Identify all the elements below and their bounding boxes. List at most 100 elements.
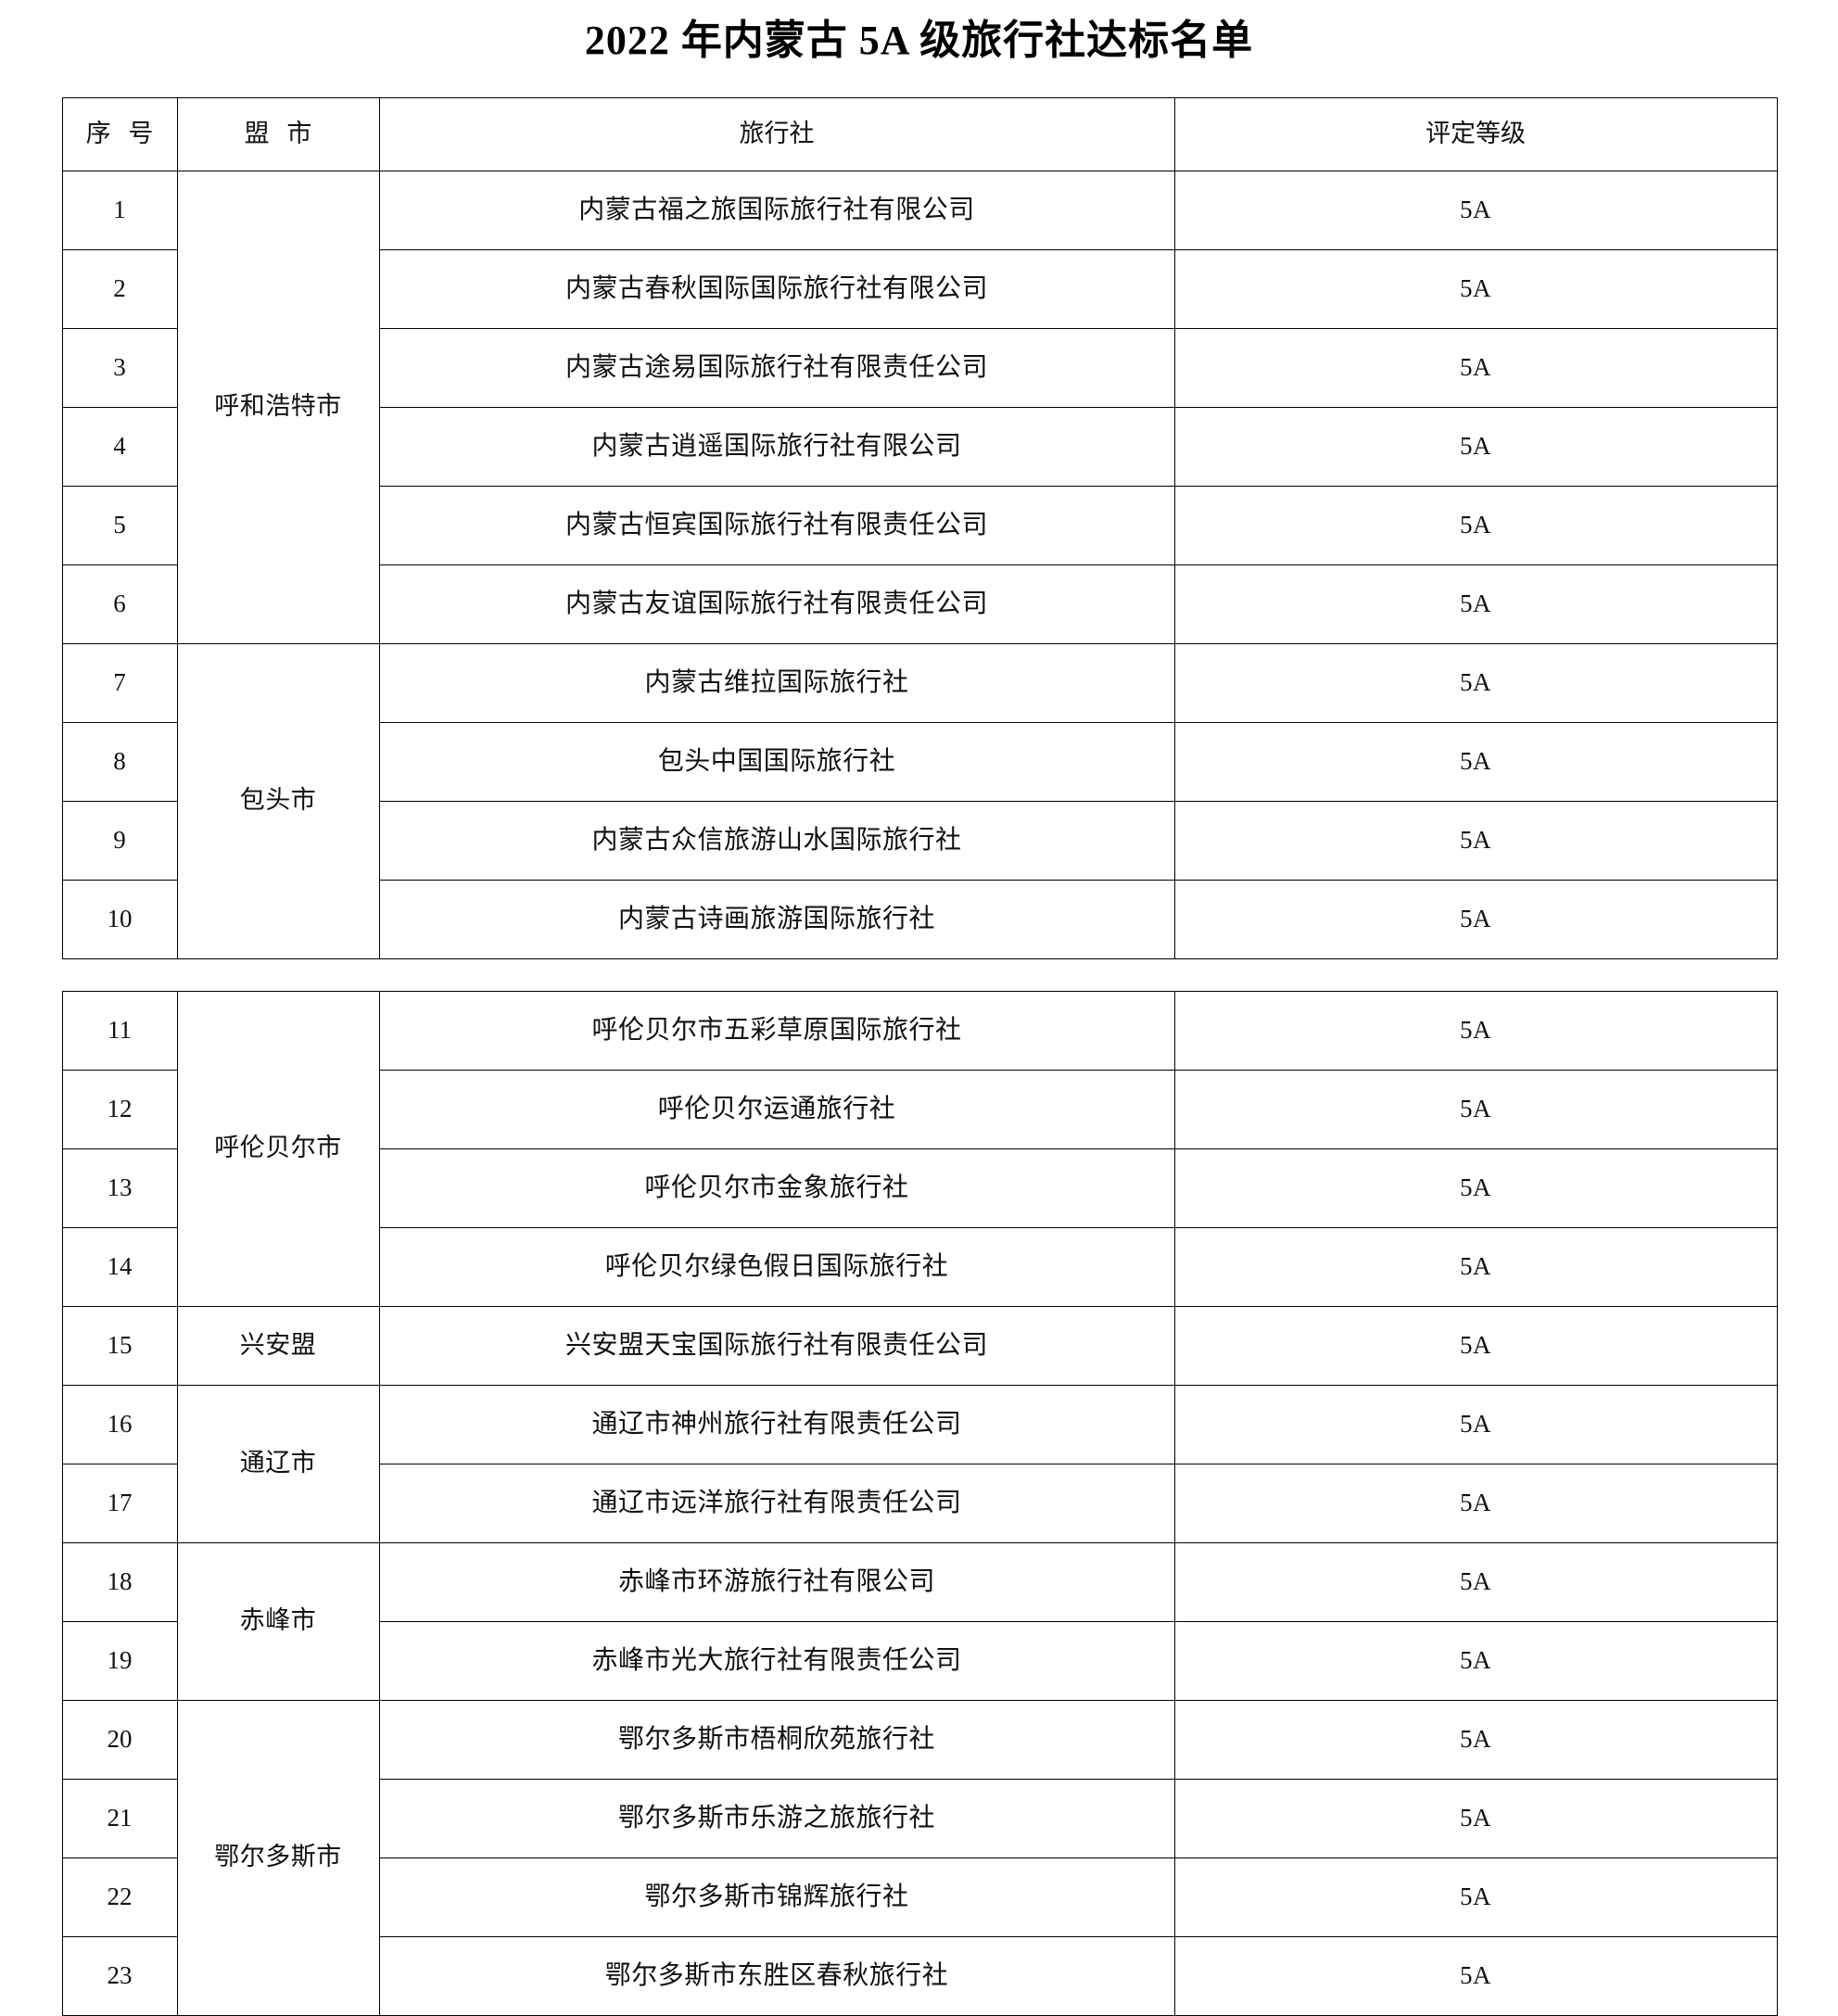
column-header-city: 盟 市 <box>176 96 380 171</box>
table-row: 20 鄂尔多斯市 鄂尔多斯市梧桐欣苑旅行社 5A <box>61 1699 1778 2016</box>
tables-container: 序 号盟 市旅行社 评定等级 1 呼和浩特市 内蒙古福之旅国际旅行社有限公司 5A 2 内蒙古… <box>0 96 1838 2016</box>
table-row: 14 呼伦贝尔绿色假日国际旅行社 5A <box>61 1226 1778 1307</box>
cell-grade: 5A <box>1173 485 1778 565</box>
cell-sequence-number: 12 <box>61 1069 178 1149</box>
cell-agency-name: 包头中国国际旅行社 <box>378 721 1175 802</box>
cell-agency-name: 内蒙古诗画旅游国际旅行社 <box>378 879 1175 959</box>
cell-agency-name: 通辽市神州旅行社有限责任公司 <box>378 1384 1175 1464</box>
cell-sequence-number: 7 <box>61 642 178 723</box>
table-row: 8 包头中国国际旅行社 5A <box>61 721 1778 802</box>
cell-sequence-number: 17 <box>61 1463 178 1543</box>
cell-sequence-number: 15 <box>61 1305 178 1386</box>
column-header-seq: 序 号 <box>61 96 178 171</box>
table-row: 11 呼伦贝尔市 呼伦贝尔市五彩草原国际旅行社 5A <box>61 990 1778 1307</box>
cell-sequence-number: 11 <box>61 990 178 1071</box>
cell-grade: 5A <box>1173 1384 1778 1464</box>
table-row: 7 包头市 内蒙古维拉国际旅行社 5A <box>61 642 1778 959</box>
cell-agency-name: 内蒙古逍遥国际旅行社有限公司 <box>378 406 1175 487</box>
cell-sequence-number: 6 <box>61 564 178 644</box>
cell-agency-name: 兴安盟天宝国际旅行社有限责任公司 <box>378 1305 1175 1386</box>
cell-grade: 5A <box>1173 1778 1778 1858</box>
cell-agency-name: 呼伦贝尔运通旅行社 <box>378 1069 1175 1149</box>
cell-grade: 5A <box>1173 406 1778 487</box>
cell-city: 鄂尔多斯市 <box>176 1699 380 2016</box>
table-row: 18 赤峰市 赤峰市环游旅行社有限公司 5A <box>61 1541 1778 1701</box>
cell-grade: 5A <box>1173 800 1778 881</box>
cell-grade: 5A <box>1173 1857 1778 1937</box>
cell-sequence-number: 3 <box>61 327 178 408</box>
cell-agency-name: 内蒙古友谊国际旅行社有限责任公司 <box>378 564 1175 644</box>
cell-grade: 5A <box>1173 1935 1778 2016</box>
cell-city: 兴安盟 <box>176 1305 380 1386</box>
cell-agency-name: 赤峰市环游旅行社有限公司 <box>378 1541 1175 1622</box>
cell-sequence-number: 13 <box>61 1147 178 1228</box>
cell-agency-name: 内蒙古福之旅国际旅行社有限公司 <box>378 170 1175 250</box>
cell-sequence-number: 20 <box>61 1699 178 1780</box>
column-header-agency: 旅行社 <box>378 96 1175 171</box>
cell-sequence-number: 21 <box>61 1778 178 1858</box>
table-row: 13 呼伦贝尔市金象旅行社 5A <box>61 1147 1778 1228</box>
cell-grade: 5A <box>1173 1620 1778 1701</box>
cell-grade: 5A <box>1173 1541 1778 1622</box>
cell-agency-name: 内蒙古维拉国际旅行社 <box>378 642 1175 723</box>
table-row: 22 鄂尔多斯市锦辉旅行社 5A <box>61 1857 1778 1937</box>
table-row: 19 赤峰市光大旅行社有限责任公司 5A <box>61 1620 1778 1701</box>
table-block: 11 呼伦贝尔市 呼伦贝尔市五彩草原国际旅行社 5A 12 呼伦贝尔运通旅行社 5A 13 呼伦… <box>61 990 1778 2016</box>
cell-agency-name: 赤峰市光大旅行社有限责任公司 <box>378 1620 1175 1701</box>
cell-city: 包头市 <box>176 642 380 959</box>
cell-sequence-number: 16 <box>61 1384 178 1464</box>
cell-agency-name: 内蒙古恒宾国际旅行社有限责任公司 <box>378 485 1175 565</box>
cell-grade: 5A <box>1173 990 1778 1071</box>
column-header-grade: 评定等级 <box>1173 96 1778 171</box>
cell-sequence-number: 10 <box>61 879 178 959</box>
table-row: 16 通辽市 通辽市神州旅行社有限责任公司 5A <box>61 1384 1778 1543</box>
cell-agency-name: 内蒙古途易国际旅行社有限责任公司 <box>378 327 1175 408</box>
cell-sequence-number: 19 <box>61 1620 178 1701</box>
cell-sequence-number: 1 <box>61 170 178 250</box>
cell-grade: 5A <box>1173 248 1778 329</box>
cell-city: 通辽市 <box>176 1384 380 1543</box>
cell-grade: 5A <box>1173 1305 1778 1386</box>
cell-sequence-number: 8 <box>61 721 178 802</box>
table-row: 3 内蒙古途易国际旅行社有限责任公司 5A <box>61 327 1778 408</box>
cell-agency-name: 鄂尔多斯市东胜区春秋旅行社 <box>378 1935 1175 2016</box>
table-row: 9 内蒙古众信旅游山水国际旅行社 5A <box>61 800 1778 881</box>
cell-agency-name: 鄂尔多斯市梧桐欣苑旅行社 <box>378 1699 1175 1780</box>
cell-agency-name: 呼伦贝尔市五彩草原国际旅行社 <box>378 990 1175 1071</box>
cell-sequence-number: 5 <box>61 485 178 565</box>
cell-agency-name: 通辽市远洋旅行社有限责任公司 <box>378 1463 1175 1543</box>
table-row: 15 兴安盟 兴安盟天宝国际旅行社有限责任公司 5A <box>61 1305 1778 1386</box>
cell-agency-name: 呼伦贝尔绿色假日国际旅行社 <box>378 1226 1175 1307</box>
table-row: 2 内蒙古春秋国际国际旅行社有限公司 5A <box>61 248 1778 329</box>
cell-grade: 5A <box>1173 1463 1778 1543</box>
table-row: 17 通辽市远洋旅行社有限责任公司 5A <box>61 1463 1778 1543</box>
cell-grade: 5A <box>1173 1147 1778 1228</box>
cell-grade: 5A <box>1173 721 1778 802</box>
table-row: 12 呼伦贝尔运通旅行社 5A <box>61 1069 1778 1149</box>
cell-sequence-number: 18 <box>61 1541 178 1622</box>
cell-agency-name: 内蒙古众信旅游山水国际旅行社 <box>378 800 1175 881</box>
cell-grade: 5A <box>1173 1226 1778 1307</box>
table-block: 序 号盟 市旅行社 评定等级 1 呼和浩特市 内蒙古福之旅国际旅行社有限公司 5A 2 内蒙古… <box>61 96 1778 959</box>
cell-sequence-number: 4 <box>61 406 178 487</box>
cell-grade: 5A <box>1173 327 1778 408</box>
cell-city: 赤峰市 <box>176 1541 380 1701</box>
agency-listing-table: 序 号盟 市旅行社 评定等级 1 呼和浩特市 内蒙古福之旅国际旅行社有限公司 5A 2 内蒙古… <box>61 96 1778 959</box>
cell-grade: 5A <box>1173 879 1778 959</box>
cell-city: 呼和浩特市 <box>176 170 380 644</box>
cell-sequence-number: 9 <box>61 800 178 881</box>
cell-grade: 5A <box>1173 1699 1778 1780</box>
cell-sequence-number: 2 <box>61 248 178 329</box>
agency-listing-table: 11 呼伦贝尔市 呼伦贝尔市五彩草原国际旅行社 5A 12 呼伦贝尔运通旅行社 5A 13 呼伦… <box>61 990 1778 2016</box>
cell-grade: 5A <box>1173 642 1778 723</box>
cell-agency-name: 鄂尔多斯市锦辉旅行社 <box>378 1857 1175 1937</box>
table-row: 1 呼和浩特市 内蒙古福之旅国际旅行社有限公司 5A <box>61 170 1778 644</box>
cell-agency-name: 内蒙古春秋国际国际旅行社有限公司 <box>378 248 1175 329</box>
cell-sequence-number: 22 <box>61 1857 178 1937</box>
cell-agency-name: 呼伦贝尔市金象旅行社 <box>378 1147 1175 1228</box>
table-header-row: 序 号盟 市旅行社 评定等级 <box>61 96 1778 171</box>
cell-city: 呼伦贝尔市 <box>176 990 380 1307</box>
cell-grade: 5A <box>1173 564 1778 644</box>
table-row: 5 内蒙古恒宾国际旅行社有限责任公司 5A <box>61 485 1778 565</box>
